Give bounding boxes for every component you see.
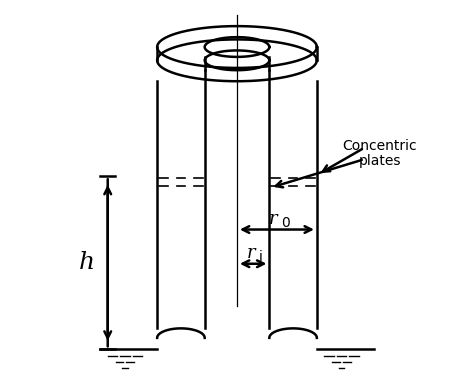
Text: h: h: [79, 251, 95, 274]
Text: Concentric: Concentric: [342, 139, 417, 153]
Text: i: i: [259, 250, 263, 264]
Text: r: r: [247, 244, 256, 262]
Text: 0: 0: [281, 216, 290, 230]
Text: plates: plates: [358, 154, 401, 168]
Text: r: r: [269, 210, 277, 228]
